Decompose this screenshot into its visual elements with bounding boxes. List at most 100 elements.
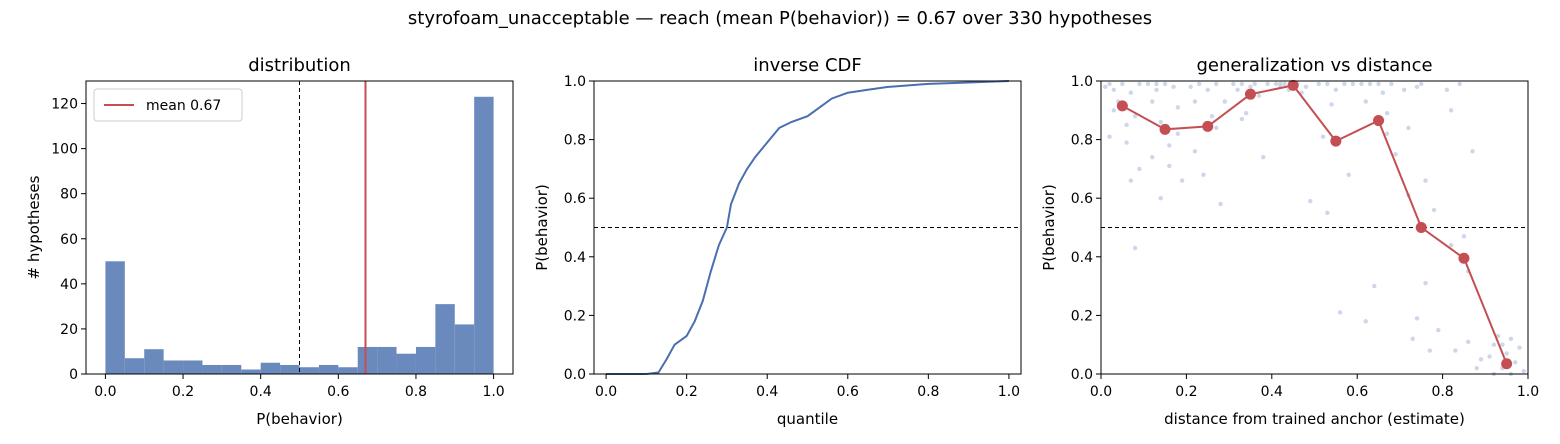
panel-title: distribution (248, 55, 351, 76)
scatter-point (1448, 108, 1454, 113)
x-tick-label: 0.4 (250, 384, 272, 400)
scatter-point (1175, 131, 1181, 136)
histogram-bar (105, 261, 125, 374)
histogram-bar (163, 360, 184, 374)
x-axis-label: distance from trained anchor (estimate) (1164, 410, 1465, 428)
histogram-bar (183, 360, 203, 374)
y-tick-label: 60 (60, 232, 78, 248)
scatter-point (1252, 81, 1257, 87)
x-tick-label: 0.8 (1431, 384, 1453, 400)
scatter-point (1401, 87, 1407, 92)
panel-inverse-cdf: 0.0 0.2 0.4 0.6 0.8 1.0 0.0 0.2 0.4 0.6 0.8 1.0 inve… (533, 55, 1022, 428)
y-tick-label: 20 (60, 322, 78, 338)
histogram-bar (221, 364, 242, 374)
scatter-point (1325, 81, 1330, 87)
y-axis-label: P(behavior) (1040, 184, 1058, 271)
x-tick-label: 0.2 (676, 384, 698, 400)
scatter-point (1103, 84, 1108, 90)
scatter-point (1380, 90, 1386, 95)
scatter-point (1248, 84, 1253, 90)
scatter-point (1367, 81, 1373, 87)
scatter-point (1132, 245, 1138, 251)
scatter-point (1504, 351, 1509, 356)
binned-mean-marker (1202, 120, 1214, 132)
scatter-point (1346, 172, 1351, 177)
scatter-point (1333, 87, 1339, 92)
y-tick-label: 40 (60, 277, 78, 293)
scatter-point (1235, 87, 1240, 92)
scatter-point (1342, 81, 1347, 87)
scatter-point (1406, 125, 1411, 131)
scatter-point (1478, 357, 1484, 362)
scatter-point (1521, 368, 1526, 374)
scatter-point (1376, 81, 1381, 87)
scatter-point (1124, 122, 1129, 128)
panel-distribution: 0.0 0.2 0.4 0.6 0.8 1.0 0 20 40 60 80 100 120 distrib… (25, 55, 514, 428)
histogram-bar (396, 353, 416, 374)
y-tick-label: 0.0 (1071, 367, 1093, 383)
y-tick-label: 100 (51, 142, 78, 158)
legend: mean 0.67 (93, 88, 243, 122)
y-tick-label: 0.0 (564, 367, 586, 383)
scatter-point (1145, 81, 1151, 87)
scatter-point (1316, 81, 1321, 87)
scatter-point (1188, 84, 1193, 90)
scatter-point (1150, 154, 1155, 160)
scatter-point (1239, 81, 1245, 87)
axes-frame (1100, 80, 1529, 375)
scatter-point (1209, 113, 1215, 119)
scatter-point (1222, 99, 1228, 104)
scatter-point (1256, 93, 1262, 98)
scatter-point (1517, 345, 1522, 350)
scatter-point (1201, 172, 1206, 177)
y-tick-label: 0.4 (1071, 250, 1093, 266)
histogram-bar (338, 367, 358, 374)
scatter-point (1470, 149, 1475, 154)
binned-mean-line (1121, 84, 1508, 365)
scatter-point (1218, 201, 1223, 207)
x-tick-label: 0.8 (917, 384, 939, 400)
y-tick-label: 0.6 (564, 191, 586, 207)
scatter-point (1158, 119, 1163, 125)
scatter-point (1128, 178, 1134, 183)
scatter-point (1427, 348, 1432, 353)
figure-suptitle: styrofoam_unacceptable — reach (mean P(b… (408, 8, 1152, 29)
x-tick-label: 0.4 (756, 384, 778, 400)
scatter-point (1448, 242, 1454, 248)
scatter-point (1419, 81, 1424, 87)
scatter-point (1111, 87, 1117, 92)
scatter-point (1410, 336, 1415, 342)
scatter-point (1457, 81, 1462, 87)
legend-label: mean 0.67 (146, 98, 221, 114)
y-tick-label: 0 (69, 367, 78, 383)
x-tick-label: 0.0 (595, 384, 617, 400)
scatter-point (1282, 81, 1287, 87)
scatter-point (1350, 81, 1356, 87)
histogram-bar (454, 324, 475, 374)
scatter-point (1107, 81, 1112, 87)
scatter-point (1107, 134, 1112, 139)
scatter-point (1414, 316, 1420, 321)
scatter-point (1171, 84, 1176, 90)
histogram-bar (124, 358, 145, 374)
scatter-point (1359, 81, 1364, 87)
scatter-point (1453, 348, 1458, 353)
scatter-point (1167, 163, 1172, 169)
histogram-bar (318, 364, 339, 374)
y-tick-label: 120 (51, 97, 78, 113)
y-axis-label: P(behavior) (533, 184, 551, 271)
scatter-point (1508, 336, 1514, 342)
y-tick-label: 1.0 (1071, 74, 1093, 90)
scatter-point (1205, 87, 1210, 92)
y-tick-label: 0.2 (1071, 308, 1093, 324)
x-tick-label: 1.0 (1517, 384, 1539, 400)
scatter-point (1500, 342, 1505, 347)
binned-mean-marker (1458, 252, 1470, 264)
scatter-point (1444, 87, 1450, 92)
histogram-bar (144, 349, 164, 374)
x-axis-label: P(behavior) (256, 410, 343, 428)
scatter-point (1273, 81, 1279, 87)
x-tick-label: 0.2 (172, 384, 194, 400)
scatter-point (1393, 152, 1398, 157)
